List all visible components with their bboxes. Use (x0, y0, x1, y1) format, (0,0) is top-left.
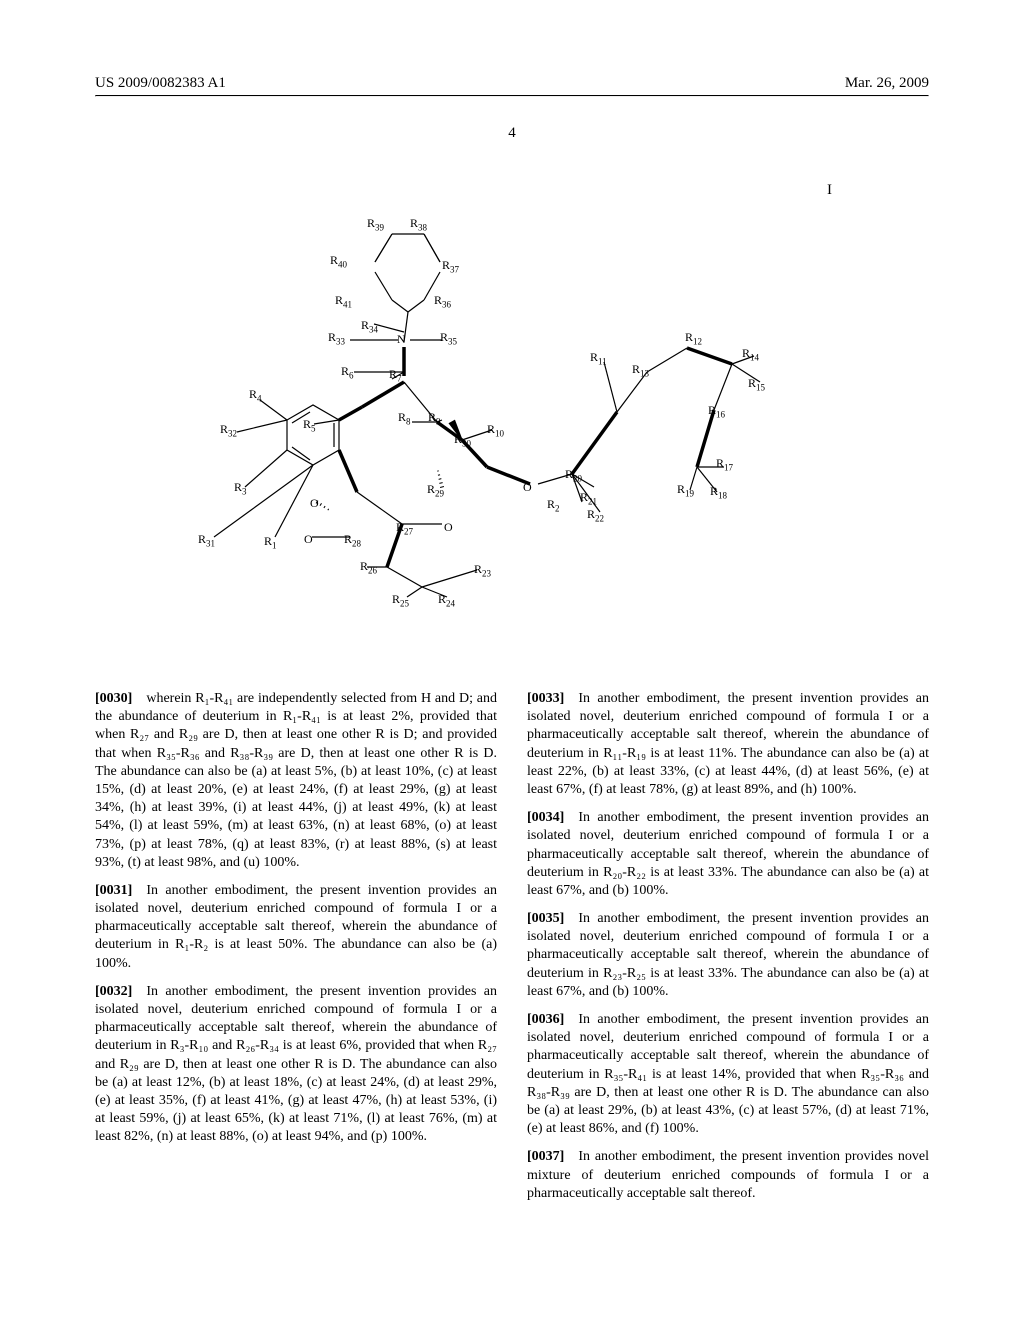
structure-label: R29 (427, 482, 444, 498)
structure-label: R28 (344, 532, 361, 548)
structure-label: R11 (590, 350, 607, 366)
molecule-svg (142, 172, 882, 642)
structure-label: R14 (742, 346, 759, 362)
structure-label: R2 (547, 497, 560, 513)
structure-label: R34 (361, 318, 378, 334)
structure-label: R8 (398, 410, 411, 426)
para-text-34: In another embodiment, the present inven… (527, 810, 929, 898)
para-num-36: [0036] (527, 1012, 564, 1027)
structure-label: R37 (442, 258, 459, 274)
structure-label: R20 (565, 467, 582, 483)
structure-label: R18 (710, 484, 727, 500)
structure-label: R40 (330, 253, 347, 269)
structure-label: R36 (434, 293, 451, 309)
chemical-structure-diagram: I R39R38R40R37R41R36R34R33NR35R11R12R13R… (142, 172, 882, 642)
paragraph-37: [0037] In another embodiment, the presen… (527, 1148, 929, 1203)
para-text-36: In another embodiment, the present inven… (527, 1012, 929, 1136)
structure-label: R27 (396, 520, 413, 536)
structure-label: R25 (392, 592, 409, 608)
para-text-30: wherein R₁-R₄₁ are independently selecte… (95, 691, 497, 870)
page-header: US 2009/0082383 A1 Mar. 26, 2009 (0, 0, 1024, 95)
structure-label: R3 (234, 480, 247, 496)
structure-label: R35 (440, 330, 457, 346)
right-column: [0033] In another embodiment, the presen… (527, 690, 929, 1213)
page-number: 4 (0, 97, 1024, 142)
para-num-31: [0031] (95, 883, 132, 898)
structure-label: R30 (454, 432, 471, 448)
para-text-33: In another embodiment, the present inven… (527, 691, 929, 797)
structure-label: R31 (198, 532, 215, 548)
paragraph-36: [0036] In another embodiment, the presen… (527, 1011, 929, 1138)
structure-label: R22 (587, 507, 604, 523)
para-num-30: [0030] (95, 691, 132, 706)
structure-label: R32 (220, 422, 237, 438)
publication-date: Mar. 26, 2009 (845, 75, 929, 92)
para-num-33: [0033] (527, 691, 564, 706)
structure-label: R24 (438, 592, 455, 608)
paragraph-33: [0033] In another embodiment, the presen… (527, 690, 929, 799)
structure-label: R7 (389, 367, 402, 383)
para-text-32: In another embodiment, the present inven… (95, 984, 497, 1145)
structure-label: R39 (367, 216, 384, 232)
structure-label: O (310, 496, 319, 511)
structure-label: R4 (249, 387, 262, 403)
para-num-32: [0032] (95, 984, 132, 999)
para-text-35: In another embodiment, the present inven… (527, 911, 929, 999)
left-column: [0030] wherein R₁-R₄₁ are independently … (95, 690, 497, 1213)
structure-label: R1 (264, 534, 277, 550)
paragraph-31: [0031] In another embodiment, the presen… (95, 882, 497, 973)
structure-label: R13 (632, 362, 649, 378)
structure-label: R19 (677, 482, 694, 498)
paragraph-32: [0032] In another embodiment, the presen… (95, 983, 497, 1147)
paragraph-30: [0030] wherein R₁-R₄₁ are independently … (95, 690, 497, 872)
structure-label: R33 (328, 330, 345, 346)
structure-label: R17 (716, 456, 733, 472)
structure-label: O (523, 480, 532, 495)
structure-label: O (304, 532, 313, 547)
structure-label: R6 (341, 364, 354, 380)
para-num-34: [0034] (527, 810, 564, 825)
paragraph-35: [0035] In another embodiment, the presen… (527, 910, 929, 1001)
structure-label: R12 (685, 330, 702, 346)
structure-label: R5 (303, 417, 316, 433)
para-num-35: [0035] (527, 911, 564, 926)
structure-label: R10 (487, 422, 504, 438)
structure-label: R23 (474, 562, 491, 578)
structure-label: R15 (748, 376, 765, 392)
text-content: [0030] wherein R₁-R₄₁ are independently … (0, 642, 1024, 1213)
structure-label: R16 (708, 403, 725, 419)
para-text-37: In another embodiment, the present inven… (527, 1149, 929, 1200)
structure-label: R41 (335, 293, 352, 309)
paragraph-34: [0034] In another embodiment, the presen… (527, 809, 929, 900)
patent-number: US 2009/0082383 A1 (95, 75, 226, 92)
structure-label: R26 (360, 559, 377, 575)
para-text-31: In another embodiment, the present inven… (95, 883, 497, 971)
structure-label: R9 (428, 410, 441, 426)
structure-label: O (444, 520, 453, 535)
structure-label: R38 (410, 216, 427, 232)
structure-label: N (397, 332, 406, 347)
para-num-37: [0037] (527, 1149, 564, 1164)
structure-label: R21 (580, 490, 597, 506)
